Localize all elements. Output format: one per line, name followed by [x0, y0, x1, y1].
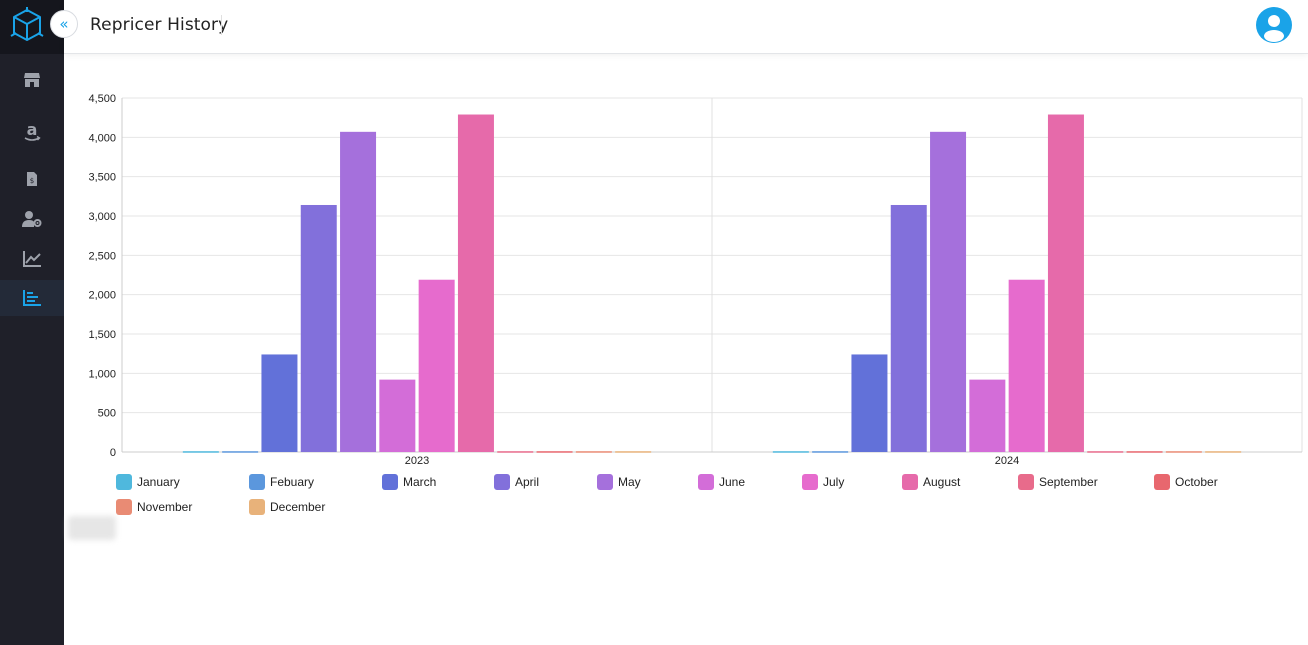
y-tick-label: 4,500 [88, 93, 116, 105]
y-tick-label: 3,500 [88, 172, 116, 184]
blurred-area [68, 516, 116, 540]
legend-label: Febuary [270, 475, 314, 489]
legend-swatch [116, 499, 132, 515]
user-gear-icon [22, 211, 42, 227]
legend-label: January [137, 475, 180, 489]
bar [812, 451, 849, 453]
bar [457, 114, 494, 452]
y-tick-label: 1,000 [88, 368, 116, 380]
bar [772, 451, 809, 453]
bar [1087, 451, 1124, 453]
legend-swatch [116, 474, 132, 490]
page-title: Repricer History [90, 15, 229, 35]
bar [1126, 451, 1163, 453]
y-tick-label: 500 [98, 408, 116, 420]
legend-swatch [597, 474, 613, 490]
legend-label: May [618, 475, 641, 489]
sidebar-item-repricer-history[interactable] [0, 280, 64, 316]
y-tick-label: 4,000 [88, 132, 116, 144]
bar [1165, 451, 1202, 453]
legend-label: September [1039, 475, 1098, 489]
sidebar-item-user-settings[interactable] [0, 201, 64, 237]
bar [536, 451, 573, 453]
y-tick-label: 2,500 [88, 250, 116, 262]
bar [300, 204, 337, 452]
bar [340, 131, 377, 452]
y-tick-label: 2,000 [88, 290, 116, 302]
bar-chart: 0 500 1,000 1,500 2,000 2,500 3,000 3,500 4,000 4… [88, 93, 1303, 515]
bar [497, 451, 534, 453]
sidebar-item-store[interactable] [0, 62, 64, 98]
line-chart-icon [23, 251, 41, 267]
sidebar-item-analytics[interactable] [0, 241, 64, 277]
bar [575, 451, 612, 453]
legend-swatch [902, 474, 918, 490]
store-icon [24, 73, 40, 87]
x-tick-label: 2024 [995, 455, 1019, 467]
double-chevron-left-icon: « [59, 14, 69, 33]
y-tick-label: 3,000 [88, 211, 116, 223]
invoice-icon: $ [27, 172, 37, 186]
user-icon [1264, 15, 1284, 42]
x-tick-label: 2023 [405, 455, 429, 467]
bar [261, 354, 298, 452]
svg-text:a: a [27, 121, 38, 139]
bar [418, 279, 455, 452]
bar-chart-icon [23, 290, 41, 306]
legend-label: March [403, 475, 436, 489]
bar [182, 451, 219, 453]
y-tick-label: 1,500 [88, 329, 116, 341]
bar [615, 451, 652, 453]
bar [930, 131, 967, 452]
legend-swatch [1018, 474, 1034, 490]
sidebar-item-amazon[interactable]: a [0, 114, 64, 150]
top-header: Repricer History [64, 0, 1308, 54]
bar [1205, 451, 1242, 453]
bar [379, 379, 416, 452]
sidebar: a $ [0, 0, 64, 645]
bar [1047, 114, 1084, 452]
legend-swatch [1154, 474, 1170, 490]
legend-swatch [802, 474, 818, 490]
legend-swatch [382, 474, 398, 490]
legend-label: June [719, 475, 745, 489]
bar [969, 379, 1006, 452]
legend-label: December [270, 500, 325, 514]
legend-label: August [923, 475, 961, 489]
legend-swatch [494, 474, 510, 490]
svg-text:$: $ [30, 177, 34, 185]
legend-label: October [1175, 475, 1218, 489]
collapse-sidebar-button[interactable]: « [50, 10, 78, 38]
bar [222, 451, 259, 453]
y-tick-label: 0 [110, 447, 116, 459]
title-divider [221, 15, 222, 35]
amazon-icon: a [24, 121, 41, 141]
cube-logo-icon [10, 7, 44, 41]
legend-label: November [137, 500, 192, 514]
bar [1008, 279, 1045, 452]
legend-label: July [823, 475, 844, 489]
legend-label: April [515, 475, 539, 489]
bar [851, 354, 888, 452]
legend-swatch [249, 499, 265, 515]
sidebar-item-invoice[interactable]: $ [0, 161, 64, 197]
user-avatar[interactable] [1256, 7, 1292, 43]
legend-swatch [249, 474, 265, 490]
legend-swatch [698, 474, 714, 490]
repricer-history-chart: 0 500 1,000 1,500 2,000 2,500 3,000 3,500 4,000 4… [64, 55, 1308, 645]
bar [890, 204, 927, 452]
